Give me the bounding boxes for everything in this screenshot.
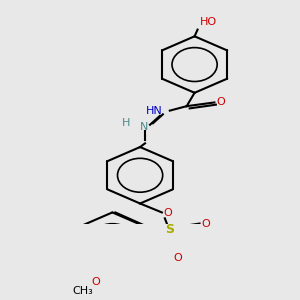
Text: N: N <box>140 122 148 132</box>
Text: S: S <box>165 223 174 236</box>
Text: HN: HN <box>146 106 163 116</box>
Text: HO: HO <box>200 17 217 27</box>
Text: O: O <box>202 219 210 229</box>
Text: O: O <box>163 208 172 218</box>
Text: O: O <box>92 277 100 287</box>
Text: CH₃: CH₃ <box>72 286 93 296</box>
Text: O: O <box>173 253 182 262</box>
Text: H: H <box>122 118 130 128</box>
Text: O: O <box>216 98 225 107</box>
